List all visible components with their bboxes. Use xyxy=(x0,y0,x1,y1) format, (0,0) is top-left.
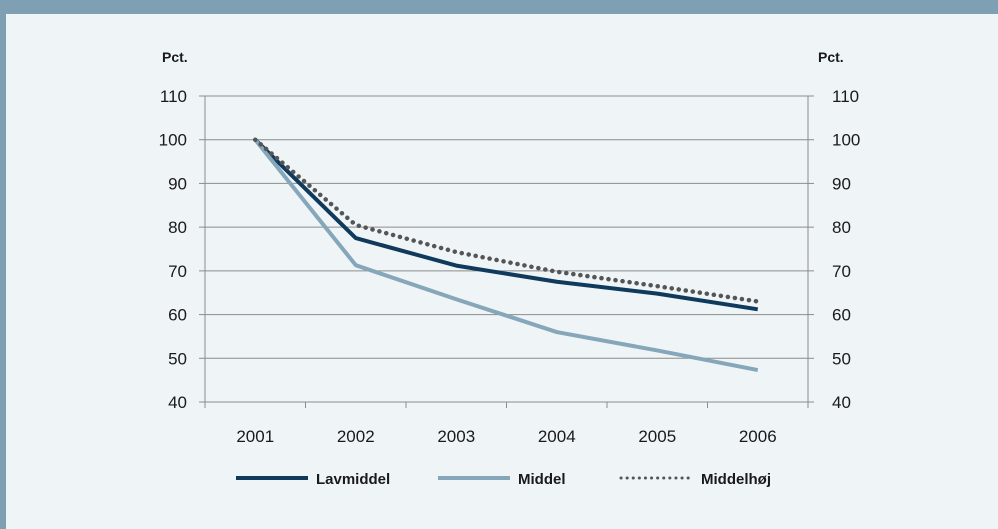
y-tick-label-left: 50 xyxy=(168,349,187,368)
y-tick-label-right: 50 xyxy=(832,349,851,368)
y-tick-label-right: 90 xyxy=(832,174,851,193)
y-tick-label-right: 80 xyxy=(832,218,851,237)
y-tick-label-right: 110 xyxy=(832,87,859,106)
series-line-lavmiddel xyxy=(253,138,759,312)
x-tick-label: 2003 xyxy=(437,427,475,446)
y-tick-label-left: 60 xyxy=(168,306,187,325)
x-tick-label: 2002 xyxy=(337,427,375,446)
legend-label: Middelhøj xyxy=(701,471,771,488)
top-bar xyxy=(0,0,998,14)
legend-label: Lavmiddel xyxy=(316,471,390,488)
series-line-middelhøj xyxy=(253,137,760,304)
y-tick-label-right: 40 xyxy=(832,393,851,412)
y-tick-label-right: 60 xyxy=(832,306,851,325)
series-line-middel xyxy=(253,138,759,373)
y-tick-label-left: 90 xyxy=(168,174,187,193)
x-tick-label: 2001 xyxy=(236,427,274,446)
y-tick-label-right: 100 xyxy=(832,131,860,150)
y-tick-label-left: 70 xyxy=(168,262,187,281)
x-tick-label: 2005 xyxy=(638,427,676,446)
y-tick-label-left: 80 xyxy=(168,218,187,237)
y-tick-label-right: 70 xyxy=(832,262,851,281)
y-axis-right-label: Pct. xyxy=(818,49,844,65)
legend-label: Middel xyxy=(518,471,566,488)
y-axis-left-label: Pct. xyxy=(162,49,188,65)
y-tick-label-left: 110 xyxy=(160,87,187,106)
y-tick-label-left: 100 xyxy=(159,131,187,150)
x-tick-label: 2006 xyxy=(739,427,777,446)
y-tick-label-left: 40 xyxy=(168,393,187,412)
x-tick-label: 2004 xyxy=(538,427,576,446)
